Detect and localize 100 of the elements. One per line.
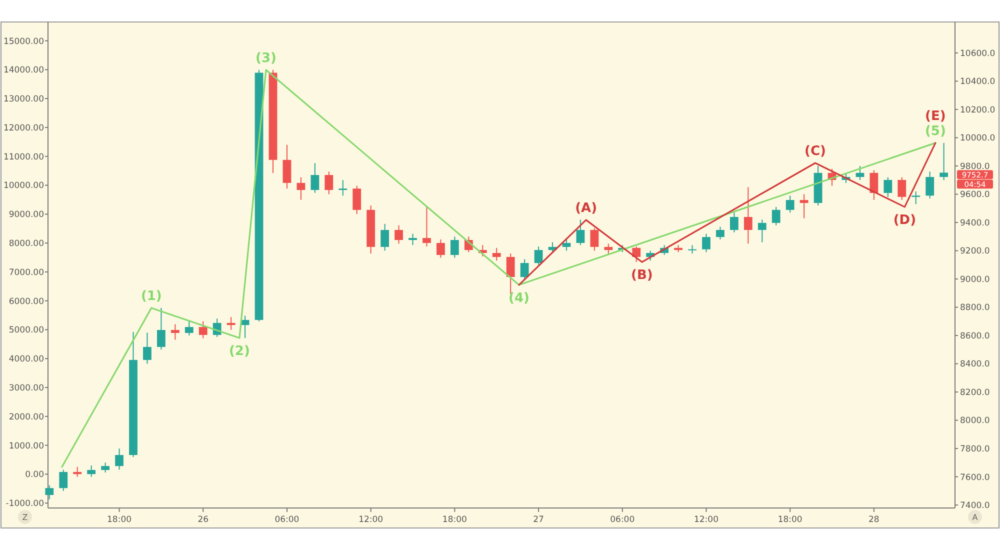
candlestick (310, 162, 320, 194)
candlestick (492, 247, 501, 262)
annotation: (2) (228, 344, 250, 360)
candlestick (170, 324, 180, 340)
y2-tick-label: 9600.0 (960, 190, 990, 200)
y2-tick-label: 7800.0 (960, 444, 990, 454)
candlestick (436, 238, 445, 258)
y-tick-label: 7000.00 (8, 268, 44, 278)
x-tick-label: 06:00 (274, 515, 300, 525)
candlestick (520, 258, 529, 281)
candlestick (730, 212, 738, 233)
candlestick (352, 185, 362, 214)
y-tick-label: 3000.00 (8, 383, 44, 394)
y-tick-label: 0.00 (25, 470, 44, 480)
candlestick (73, 466, 82, 478)
y2-tick-label: 10200.0 (960, 105, 996, 116)
y-tick-label: 15000.00 (3, 36, 44, 47)
candlestick (296, 176, 306, 200)
y-tick-label: 8000.00 (8, 239, 44, 250)
annotation: (4) (508, 290, 530, 306)
candlestick (576, 219, 585, 246)
annotation: (5) (924, 124, 946, 139)
y2-tick-label: 10600.0 (960, 48, 996, 59)
y2-tick-label: 8400.0 (960, 360, 990, 370)
candlestick (534, 246, 543, 266)
y-tick-label: 12000.00 (3, 123, 44, 134)
candlestick (226, 316, 236, 330)
x-tick-label: 12:00 (358, 515, 384, 525)
candlestick (394, 224, 403, 244)
y2-tick-label: 8000.0 (960, 416, 990, 426)
candlestick (744, 186, 752, 244)
y-tick-label: 6000.00 (8, 296, 44, 307)
y-tick-label: 13000.00 (3, 94, 44, 105)
y2-tick-label: 7400.0 (960, 501, 990, 512)
y2-tick-label: 10000.0 (960, 134, 996, 144)
candlestick (632, 246, 641, 263)
y2-tick-label: 9400.0 (960, 218, 990, 228)
candlestick (800, 194, 808, 219)
y2-tick-label: 7600.0 (960, 472, 990, 483)
annotation: (D) (893, 212, 916, 228)
candlestick (772, 206, 780, 226)
candlestick (380, 223, 389, 252)
x-tick-label: 12:00 (694, 515, 718, 525)
candlestick (786, 195, 794, 214)
candlestick (143, 332, 152, 364)
candlestick (198, 320, 208, 339)
y-tick-label: 5000.00 (8, 326, 44, 336)
candlestick (422, 206, 431, 247)
y-tick-label: -1000.00 (6, 499, 44, 510)
candlestick (716, 226, 724, 240)
candlestick (87, 464, 96, 478)
y-tick-label: 1000.00 (8, 441, 44, 452)
annotation: (E) (925, 108, 946, 124)
y2-tick-label: 10400.0 (960, 77, 996, 88)
candlestick (758, 219, 766, 243)
y2-tick-label: 8800.0 (960, 303, 990, 314)
x-tick-label: 27 (533, 515, 544, 525)
candlestick (856, 165, 864, 181)
annotation: (3) (256, 50, 276, 66)
candlestick (408, 233, 417, 246)
y-tick-label: 10000.00 (3, 181, 44, 192)
candlestick (926, 171, 934, 199)
candlestick (157, 307, 166, 350)
candlestick (59, 469, 68, 492)
candlestick (338, 180, 348, 196)
candlestick (702, 233, 710, 253)
x-tick-label: 18:00 (778, 515, 802, 525)
y2-tick-label: 9800.0 (960, 162, 990, 172)
text: Z (22, 512, 28, 522)
candlestick (590, 228, 599, 252)
candlestick (912, 190, 920, 205)
annotation: (C) (804, 144, 826, 159)
candlestick (450, 236, 459, 258)
x-tick-label: 06:00 (610, 515, 635, 525)
x-tick-label: 28 (868, 515, 880, 525)
x-tick-label: 18:00 (107, 515, 132, 525)
y2-tick-label: 9200.0 (960, 246, 990, 257)
text: A (972, 512, 978, 522)
y-tick-label: 4000.00 (8, 354, 44, 365)
annotation: (A) (575, 200, 598, 216)
y-tick-label: 9000.00 (8, 210, 44, 220)
candlestick (604, 243, 613, 254)
candlestick (884, 176, 892, 198)
y2-tick-label: 9000.0 (960, 274, 990, 285)
y2-tick-label: 8600.0 (960, 331, 990, 342)
y-tick-label: 2000.00 (8, 412, 44, 422)
candlestick (45, 484, 54, 500)
y2-tick-label: 8200.0 (960, 388, 990, 398)
x-tick-label: 26 (198, 515, 209, 525)
candlestick (184, 320, 194, 336)
candlestick (562, 238, 571, 252)
candlestick (115, 448, 124, 470)
candlestick (282, 144, 292, 190)
candlestick (940, 142, 948, 181)
x-tick-label: 18:00 (442, 515, 467, 525)
candlestick (898, 176, 906, 200)
candlestick (324, 171, 334, 195)
annotation: (1) (140, 288, 162, 304)
annotation: (B) (631, 268, 653, 284)
candlestick (101, 462, 110, 474)
